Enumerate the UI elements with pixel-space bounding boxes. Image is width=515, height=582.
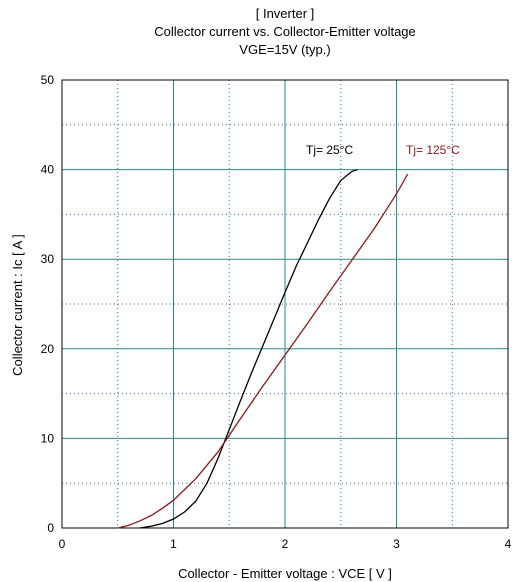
y-tick-label: 20 [41, 342, 55, 356]
y-axis-label: Collector current : Ic [ A ] [10, 234, 25, 376]
y-tick-label: 30 [41, 252, 55, 266]
series-line-tj-125 [117, 173, 409, 529]
series-line-tj-25 [139, 168, 358, 529]
chart-title-line-1: [ Inverter ] [255, 6, 315, 21]
x-tick-label: 2 [282, 537, 289, 551]
y-tick-label: 40 [41, 163, 55, 177]
grid-lines [62, 80, 508, 528]
x-tick-label: 0 [59, 537, 66, 551]
y-tick-label: 0 [47, 521, 54, 535]
x-axis-label: Collector - Emitter voltage : VCE [ V ] [178, 566, 392, 581]
series-lines [117, 168, 409, 529]
x-tick-label: 3 [393, 537, 400, 551]
chart-title-line-3: VGE=15V (typ.) [239, 42, 331, 57]
x-tick-label: 4 [505, 537, 512, 551]
y-tick-label: 50 [41, 73, 55, 87]
y-tick-label: 10 [41, 431, 55, 445]
chart-title-line-2: Collector current vs. Collector-Emitter … [154, 24, 416, 39]
plot-frame [61, 79, 509, 529]
x-tick-label: 1 [170, 537, 177, 551]
annotation-tj-25: Tj= 25°C [306, 143, 353, 157]
annotation-tj-125: Tj= 125°C [406, 143, 460, 157]
